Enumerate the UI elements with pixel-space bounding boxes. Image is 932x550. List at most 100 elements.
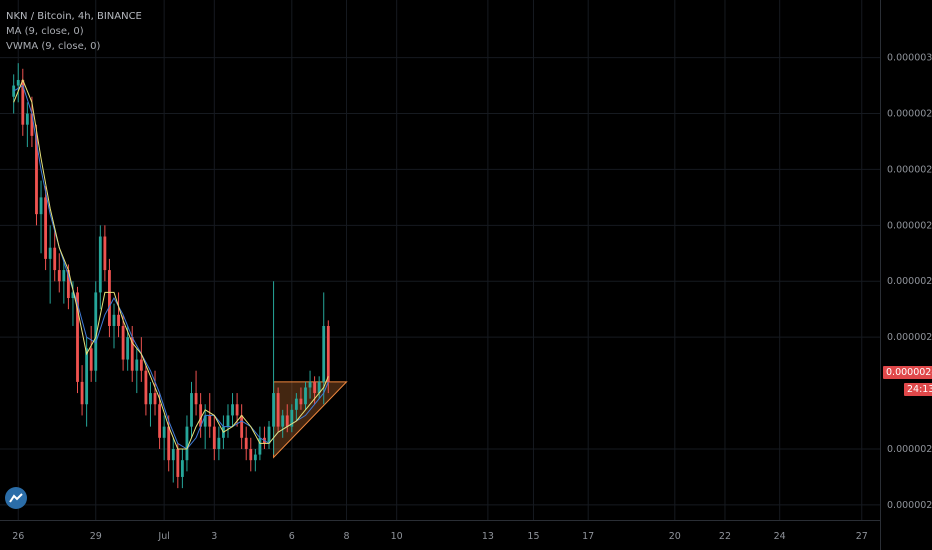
price-tick-label: 0.00000250 (887, 332, 932, 343)
candle-body (162, 426, 166, 438)
candle-body (253, 454, 257, 461)
candle-body (294, 398, 298, 410)
candle-body (108, 270, 111, 326)
indicator-vwma-label[interactable]: VWMA (9, close, 0) (6, 41, 101, 52)
candle-body (71, 292, 75, 299)
candle-body (313, 381, 317, 394)
candle-body (326, 325, 330, 382)
current-price-badge: 0.00000242 (883, 366, 932, 379)
date-tick-label: 20 (669, 531, 681, 542)
candle-body (16, 79, 20, 86)
symbol-title[interactable]: NKN / Bitcoin, 4h, BINANCE (6, 11, 142, 22)
candle-body (121, 325, 125, 360)
date-tick-label: 17 (582, 531, 594, 542)
candle-body (258, 437, 262, 455)
price-tick-label: 0.00000230 (887, 444, 932, 455)
candle-body (158, 404, 161, 438)
indicator-ma-label[interactable]: MA (9, close, 0) (6, 26, 84, 37)
date-tick-label: 3 (211, 531, 217, 542)
candle-body (149, 393, 152, 405)
candle-body (30, 113, 34, 136)
candle-body (98, 236, 102, 293)
candle-body (308, 381, 312, 388)
candle-body (171, 448, 175, 461)
date-tick-label: 13 (482, 531, 494, 542)
candle-body (144, 370, 148, 405)
candle-body (267, 426, 271, 444)
candle-body (304, 387, 307, 405)
candle-body (217, 437, 221, 449)
date-tick-label: 29 (90, 531, 102, 542)
candle-body (112, 314, 116, 326)
candle-body (12, 85, 16, 97)
candle-body (89, 348, 93, 371)
candle-body (249, 448, 253, 461)
date-tick-label: 8 (344, 531, 350, 542)
candle-body (180, 460, 184, 477)
price-tick-label: 0.00000300 (887, 53, 932, 64)
candle-body (285, 415, 289, 427)
candle-body (272, 393, 275, 427)
date-tick-label: 26 (12, 531, 24, 542)
candle-body (80, 381, 84, 405)
candle-body (53, 247, 57, 271)
candle-body (21, 79, 25, 125)
date-tick-label: 27 (856, 531, 868, 542)
candle-body (135, 359, 139, 371)
candle-body (35, 135, 38, 215)
candle-body (126, 337, 130, 360)
candle-body (103, 236, 107, 271)
candle-body (48, 247, 52, 259)
price-tick-label: 0.00000270 (887, 220, 932, 231)
ma-line (13, 78, 329, 450)
price-tick-label: 0.00000290 (887, 109, 932, 120)
candle-body (153, 393, 157, 405)
tradingview-logo-icon[interactable] (5, 487, 27, 509)
candle-body (85, 348, 89, 405)
candle-body (39, 197, 43, 215)
candle-body (194, 393, 198, 405)
date-tick-label: Jul (157, 531, 169, 542)
candle-body (290, 409, 294, 427)
candle-body (76, 292, 79, 382)
candle-body (130, 337, 134, 371)
candle-body (317, 381, 321, 394)
date-tick-label: 6 (289, 531, 295, 542)
candle-body (299, 398, 303, 405)
price-tick-label: 0.00000220 (887, 500, 932, 511)
price-tick-label: 0.00000280 (887, 164, 932, 175)
countdown-badge: 24:13 (904, 383, 932, 396)
candle-body (185, 426, 189, 461)
candle-body (57, 270, 61, 282)
candle-body (167, 426, 171, 461)
candle-body (244, 437, 248, 449)
candle-body (281, 415, 285, 427)
candle-body (139, 359, 143, 371)
candle-body (208, 415, 212, 427)
date-tick-label: 24 (774, 531, 786, 542)
candle-body (199, 404, 203, 427)
candle-body (190, 393, 193, 427)
candle-body (203, 415, 207, 427)
candle-body (62, 270, 66, 282)
date-tick-label: 15 (527, 531, 539, 542)
candle-body (240, 415, 244, 438)
date-tick-label: 10 (391, 531, 403, 542)
price-tick-label: 0.00000260 (887, 276, 932, 287)
candle-body (235, 404, 239, 416)
chart-legend: NKN / Bitcoin, 4h, BINANCE MA (9, close,… (6, 9, 142, 54)
candle-body (276, 393, 280, 427)
candle-body (117, 314, 120, 326)
date-tick-label: 22 (719, 531, 731, 542)
candle-body (176, 448, 180, 477)
candle-body (44, 197, 48, 259)
candle-body (66, 270, 70, 299)
candle-body (212, 426, 216, 449)
candle-body (94, 292, 98, 371)
candle-body (322, 325, 326, 382)
candle-body (226, 415, 230, 427)
candle-body (25, 113, 29, 125)
